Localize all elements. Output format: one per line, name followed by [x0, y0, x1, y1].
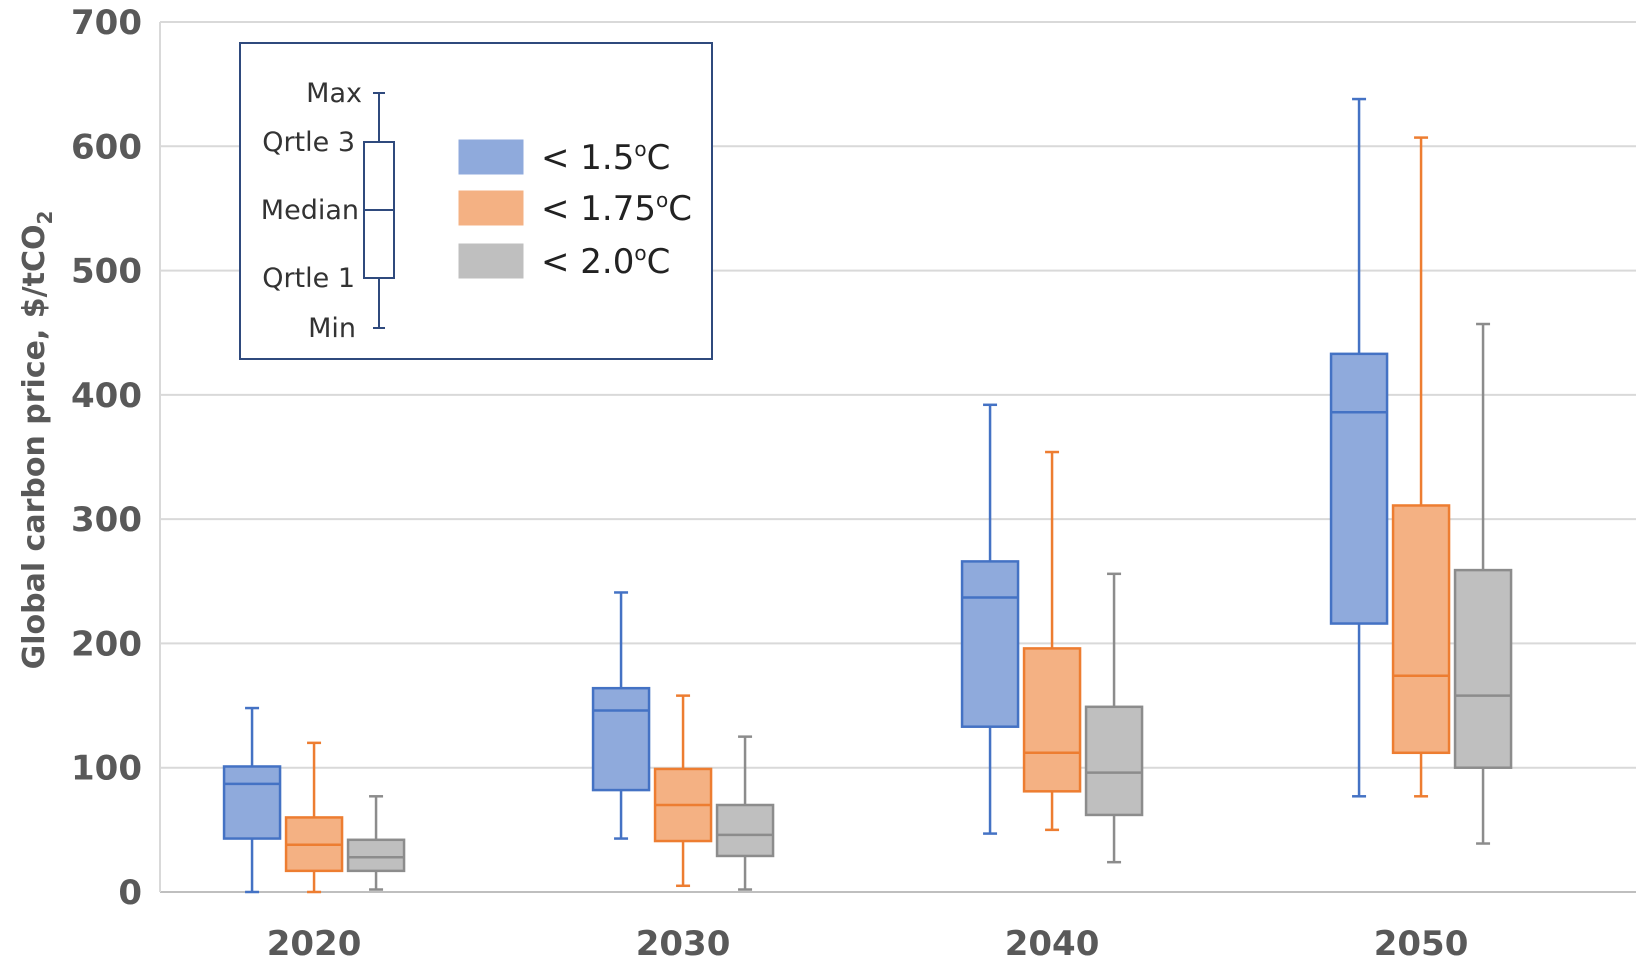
box-iqr: [1329, 352, 1389, 625]
box-2040-series-2: [1022, 450, 1082, 832]
box-2050-series-1: [1329, 97, 1389, 798]
box-2020-series-3: [346, 795, 406, 891]
y-tick-label-700: 700: [71, 3, 142, 43]
x-tick-label-2030: 2030: [636, 924, 731, 960]
legend-label-2: < 1.75oC: [541, 188, 692, 229]
legend-entries: < 1.5oC < 1.75oC < 2.0oC: [458, 137, 692, 282]
box-iqr: [1453, 568, 1513, 769]
key-label-5: Min: [308, 313, 356, 344]
box-2050-series-2: [1391, 136, 1451, 798]
y-tick-label-600: 600: [71, 127, 142, 167]
box-2040-series-1: [960, 403, 1020, 835]
box-2050-series-3: [1453, 322, 1513, 845]
box-layer: [222, 97, 1513, 894]
box-2020-series-1: [222, 706, 282, 894]
x-tick-label-2050: 2050: [1374, 924, 1469, 960]
box-iqr: [1084, 705, 1144, 817]
box-2040-series-3: [1084, 572, 1144, 864]
x-tick-label-2020: 2020: [267, 924, 362, 960]
box-iqr: [591, 686, 651, 792]
y-tick-label-200: 200: [71, 624, 142, 664]
box-key: Max Qrtle 3 Median Qrtle 1 Min: [261, 78, 395, 344]
y-axis-title: Global carbon price, $/tCO2: [17, 211, 57, 670]
box-iqr: [960, 560, 1020, 728]
y-tick-label-100: 100: [71, 749, 142, 789]
box-2020-series-2: [284, 741, 344, 894]
box-iqr: [715, 803, 775, 858]
legend-label-3: < 2.0oC: [541, 241, 670, 282]
legend-label-1: < 1.5oC: [541, 137, 670, 178]
box-iqr: [1391, 504, 1451, 755]
box-2030-series-2: [653, 694, 713, 888]
key-label-3: Median: [261, 195, 359, 226]
y-tick-label-300: 300: [71, 500, 142, 540]
legend-swatch-1: [458, 139, 524, 175]
legend-swatch-2: [458, 190, 524, 226]
key-label-1: Max: [306, 78, 362, 109]
x-tick-label-2040: 2040: [1005, 924, 1100, 960]
box-iqr: [1022, 647, 1082, 793]
box-2030-series-1: [591, 591, 651, 840]
box-2030-series-3: [715, 735, 775, 891]
y-axis-title-subscript: 2: [33, 211, 57, 225]
y-tick-label-0: 0: [118, 873, 142, 913]
key-label-2: Qrtle 3: [262, 127, 355, 158]
legend: Max Qrtle 3 Median Qrtle 1 Min < 1.5oC < 1.75…: [239, 42, 713, 360]
key-label-4: Qrtle 1: [262, 263, 355, 294]
y-tick-label-500: 500: [71, 252, 142, 292]
legend-swatch-3: [458, 243, 524, 279]
box-iqr: [346, 838, 406, 873]
y-tick-label-400: 400: [71, 376, 142, 416]
axis-layer: 0 100 200 300 400 500 600 700 2020 2030 2040 2050: [71, 3, 1469, 964]
box-iqr: [222, 765, 282, 840]
